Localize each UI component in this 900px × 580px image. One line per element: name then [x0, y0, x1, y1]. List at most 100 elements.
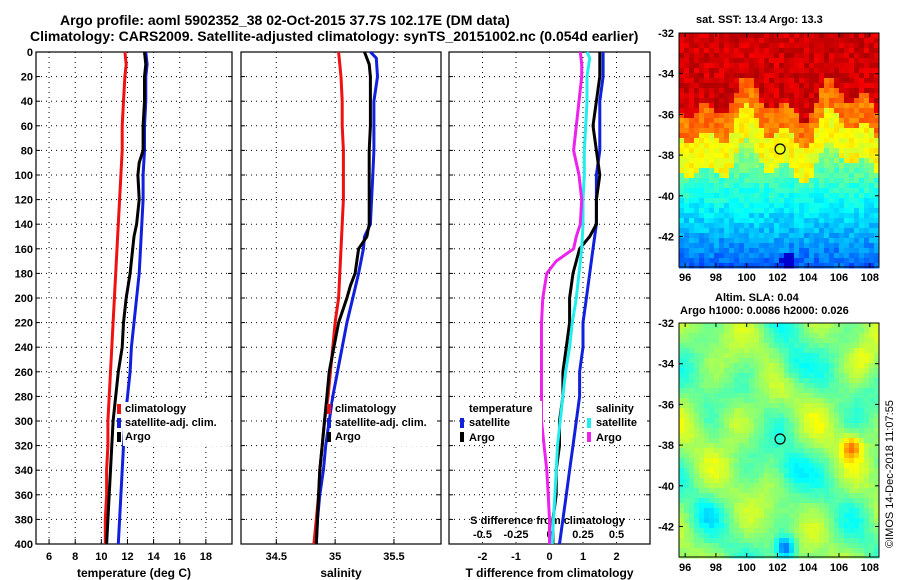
map-x-tick-label: 96: [679, 562, 691, 574]
legend-left-item: Argo: [469, 432, 495, 444]
depth-tick-label: 340: [15, 465, 33, 477]
map-y-tick-label: -32: [658, 318, 674, 330]
top-tick-label: -0.5: [473, 529, 492, 541]
map-x-tick-label: 104: [799, 562, 818, 574]
series-line-t-satellite: [558, 52, 605, 545]
map-y-tick-label: -34: [658, 69, 675, 81]
legend-item: climatology: [125, 403, 187, 415]
map-x-tick-label: 108: [861, 562, 879, 574]
series-line-argo: [314, 51, 372, 545]
map-y-tick-label: -40: [658, 191, 674, 203]
map-x-tick-label: 106: [830, 562, 848, 574]
depth-tick-label: 380: [15, 514, 33, 526]
depth-tick-label: 60: [21, 121, 33, 133]
legend-right-box: [592, 401, 647, 445]
x-tick-label: 14: [147, 551, 160, 563]
x-tick-label: 35: [329, 551, 341, 563]
x-tick-label: 0: [546, 551, 552, 563]
series-line-satellite-adj-clim-: [314, 50, 379, 545]
argo-location-marker: [774, 433, 786, 445]
map-x-tick-label: 106: [830, 272, 848, 284]
sst-map-cells: [679, 33, 880, 269]
x-tick-label: 8: [72, 551, 78, 563]
depth-tick-label: 360: [15, 490, 33, 502]
depth-tick-label: 0: [27, 47, 33, 59]
legend-left-box: [468, 401, 542, 445]
depth-tick-label: 100: [15, 170, 33, 182]
depth-tick-label: 120: [15, 195, 33, 207]
x-tick-label: -1: [511, 551, 521, 563]
series-line-s-satellite: [550, 51, 592, 545]
depth-tick-label: 80: [21, 145, 33, 157]
depth-tick-label: 20: [21, 72, 33, 84]
map-x-tick-label: 100: [738, 562, 756, 574]
legend-left-title: temperature: [469, 403, 533, 415]
map-y-tick-label: -40: [658, 481, 674, 493]
depth-tick-label: 40: [21, 96, 33, 108]
legend-item: satellite-adj. clim.: [125, 417, 217, 429]
x-tick-label: 10: [95, 551, 107, 563]
map-y-tick-label: -42: [658, 231, 674, 243]
depth-tick-label: 220: [15, 318, 33, 330]
map-x-tick-label: 102: [768, 272, 786, 284]
map-x-tick-label: 98: [710, 562, 722, 574]
title-line-2: Climatology: CARS2009. Satellite-adjuste…: [30, 28, 639, 44]
legend-item: climatology: [335, 403, 397, 415]
depth-tick-label: 400: [15, 539, 33, 551]
sla-map-title: Altim. SLA: 0.04: [715, 292, 799, 304]
x-tick-label: 34.5: [266, 551, 287, 563]
x-tick-label: 16: [174, 551, 186, 563]
x-tick-label: 12: [121, 551, 133, 563]
x-tick-label: -2: [478, 551, 488, 563]
x-tick-label: 6: [46, 551, 52, 563]
depth-tick-label: 140: [15, 219, 33, 231]
legend-box: [123, 402, 231, 446]
top-tick-label: 0.5: [609, 529, 624, 541]
map-frame: [678, 322, 880, 558]
x-axis-label: temperature (deg C): [77, 566, 191, 580]
sla-map-subtitle: Argo h1000: 0.0086 h2000: 0.026: [680, 305, 849, 317]
series-line-s-argo: [540, 51, 584, 544]
x-tick-label: 18: [200, 551, 212, 563]
legend-right-title: salinity: [596, 403, 635, 415]
sla-map-cells: [679, 323, 880, 559]
map-y-tick-label: -36: [658, 109, 674, 121]
copyright-stamp: ©IMOS 14-Dec-2018 11:07:55: [884, 400, 896, 548]
x-axis-label: salinity: [320, 566, 362, 580]
map-frame: [678, 32, 880, 268]
depth-tick-label: 240: [15, 342, 33, 354]
map-y-tick-label: -42: [658, 521, 674, 533]
map-y-tick-label: -38: [658, 150, 674, 162]
legend-item: Argo: [335, 431, 361, 443]
map-x-tick-label: 96: [679, 272, 691, 284]
legend-item: satellite-adj. clim.: [335, 417, 427, 429]
legend-item: Argo: [125, 431, 151, 443]
plot-frame: [35, 51, 233, 545]
argo-location-marker: [774, 143, 786, 155]
x-tick-label: 35.5: [383, 551, 404, 563]
depth-tick-label: 160: [15, 244, 33, 256]
depth-tick-label: 280: [15, 391, 33, 403]
map-x-tick-label: 108: [861, 272, 879, 284]
title-line-1: Argo profile: aoml 5902352_38 02-Oct-201…: [60, 12, 510, 28]
depth-tick-label: 180: [15, 268, 33, 280]
top-tick-label: -0.25: [503, 529, 528, 541]
series-line-argo: [105, 51, 148, 545]
sst-map-title: sat. SST: 13.4 Argo: 13.3: [696, 14, 823, 26]
map-x-tick-label: 100: [738, 272, 756, 284]
x-axis-label: T difference from climatology: [465, 566, 633, 580]
map-y-tick-label: -34: [658, 359, 675, 371]
map-y-tick-label: -38: [658, 440, 674, 452]
top-tick-label: 0.25: [572, 529, 593, 541]
series-line-climatology: [103, 51, 128, 544]
x-tick-label: 2: [613, 551, 619, 563]
map-x-tick-label: 104: [799, 272, 818, 284]
legend-right-item: satellite: [596, 417, 637, 429]
map-y-tick-label: -32: [658, 28, 674, 40]
legend-left-item: satellite: [469, 417, 510, 429]
depth-tick-label: 260: [15, 367, 33, 379]
legend-box: [333, 402, 437, 446]
map-y-tick-label: -36: [658, 399, 674, 411]
depth-tick-label: 320: [15, 441, 33, 453]
